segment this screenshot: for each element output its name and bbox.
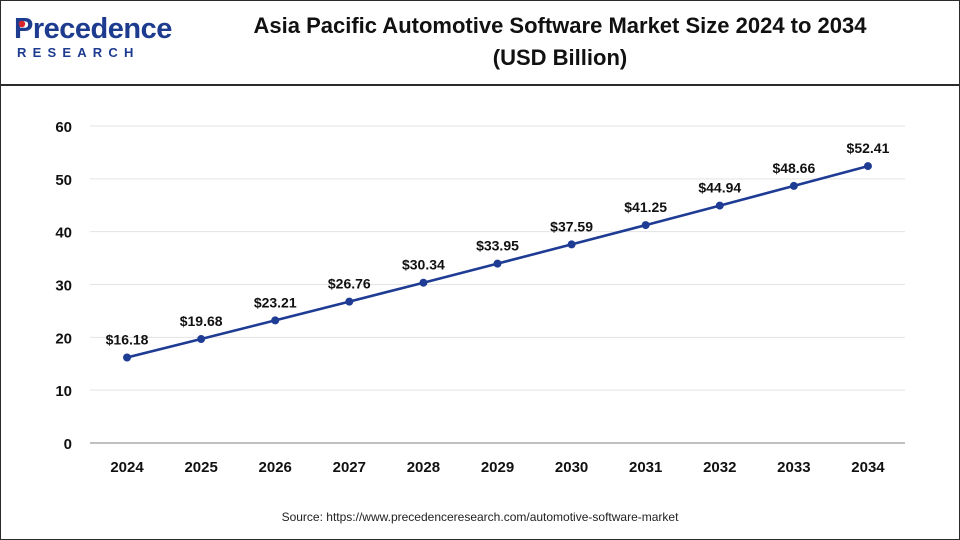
x-tick-label: 2025	[184, 459, 217, 476]
data-label: $26.76	[328, 276, 371, 292]
x-tick-label: 2028	[407, 459, 440, 476]
gridlines	[90, 125, 905, 391]
data-point	[197, 335, 206, 344]
data-point	[419, 278, 428, 287]
x-tick-label: 2031	[629, 459, 662, 476]
data-point	[641, 221, 650, 230]
y-tick-label: 0	[64, 436, 72, 453]
data-label: $44.94	[698, 180, 741, 196]
source-note: Source: https://www.precedenceresearch.c…	[281, 510, 679, 524]
x-tick-label: 2034	[851, 459, 885, 476]
x-tick-label: 2030	[555, 459, 588, 476]
data-point	[863, 162, 872, 171]
data-label: $37.59	[550, 218, 593, 234]
data-label: $33.95	[476, 238, 519, 254]
series	[123, 162, 872, 362]
y-tick-label: 50	[55, 172, 72, 189]
data-label: $48.66	[772, 160, 815, 176]
chart-area: 0 10 20 30 40 50 60 2024 2025 2026 2027 2028 2029 203…	[0, 86, 960, 506]
header-divider	[0, 84, 960, 86]
logo-mark-icon	[18, 20, 26, 28]
data-label: $41.25	[624, 199, 667, 215]
data-label: $23.21	[254, 294, 297, 310]
y-tick-label: 40	[55, 225, 72, 242]
data-labels: $16.18 $19.68 $23.21 $26.76 $30.34 $33.95 $37.…	[106, 140, 890, 347]
data-label: $16.18	[106, 332, 149, 348]
data-point	[345, 297, 354, 306]
y-tick-label: 20	[55, 330, 72, 347]
x-tick-label: 2024	[110, 459, 144, 476]
x-tick-label: 2029	[481, 459, 514, 476]
x-tick-label: 2027	[333, 459, 366, 476]
data-point	[715, 201, 724, 210]
y-tick-label: 10	[55, 383, 72, 400]
data-point	[567, 240, 576, 249]
logo-subtitle: RESEARCH	[17, 45, 140, 60]
x-tick-label: 2026	[259, 459, 292, 476]
x-tick-label: 2032	[703, 459, 736, 476]
data-label: $30.34	[402, 257, 445, 273]
y-tick-label: 60	[55, 119, 72, 136]
data-point	[493, 259, 502, 268]
logo-wordmark: Precedence	[14, 13, 172, 45]
data-label: $19.68	[180, 313, 223, 329]
chart-title-line-1: Asia Pacific Automotive Software Market …	[253, 13, 867, 38]
chart-title-line-2: (USD Billion)	[492, 45, 628, 70]
data-point	[123, 353, 132, 362]
data-point	[789, 181, 798, 190]
header: Precedence RESEARCH Asia Pacific Automot…	[0, 0, 960, 84]
precedence-research-logo: Precedence RESEARCH	[14, 12, 172, 64]
chart-title: Asia Pacific Automotive Software Market …	[190, 10, 930, 74]
y-tick-label: 30	[55, 278, 72, 295]
data-point	[271, 316, 280, 325]
x-tick-label: 2033	[777, 459, 810, 476]
data-label: $52.41	[847, 140, 890, 156]
